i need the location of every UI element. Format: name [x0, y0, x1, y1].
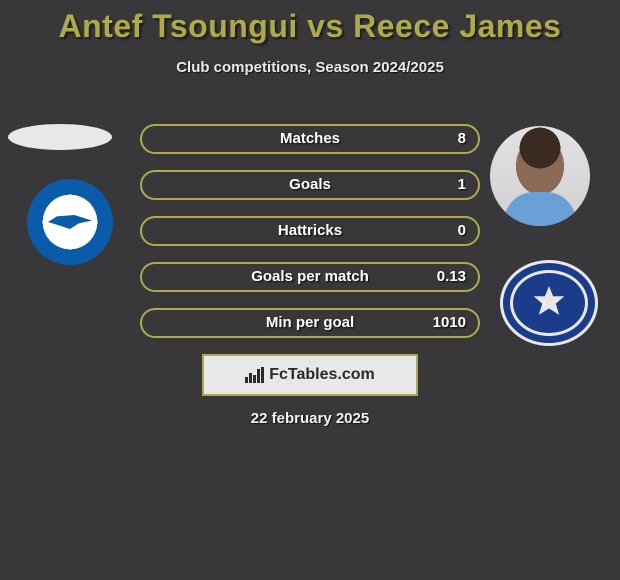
- player2-club-badge: [500, 260, 598, 346]
- stat-row: Hattricks 0: [140, 216, 480, 246]
- stat-label: Hattricks: [142, 218, 478, 244]
- stat-label: Min per goal: [142, 310, 478, 336]
- watermark-text: FcTables.com: [269, 366, 375, 384]
- stat-label: Goals: [142, 172, 478, 198]
- stat-value-p2: 8: [458, 126, 466, 152]
- stat-value-p2: 1010: [433, 310, 466, 336]
- stat-row: Min per goal 1010: [140, 308, 480, 338]
- bar-chart-icon: [245, 367, 265, 383]
- player1-club-badge: [28, 180, 112, 264]
- date-label: 22 february 2025: [0, 410, 620, 427]
- stat-row: Goals 1: [140, 170, 480, 200]
- stat-bars: Matches 8 Goals 1 Hattricks 0 Goals per …: [140, 124, 480, 354]
- stat-value-p2: 0.13: [437, 264, 466, 290]
- stat-row: Goals per match 0.13: [140, 262, 480, 292]
- stat-value-p2: 1: [458, 172, 466, 198]
- page-title: Antef Tsoungui vs Reece James: [0, 0, 620, 45]
- watermark: FcTables.com: [202, 354, 418, 396]
- subtitle: Club competitions, Season 2024/2025: [0, 59, 620, 76]
- player2-photo: [490, 126, 590, 226]
- player1-photo: [8, 124, 112, 150]
- stat-row: Matches 8: [140, 124, 480, 154]
- comparison-card: Antef Tsoungui vs Reece James Club compe…: [0, 0, 620, 580]
- stat-label: Goals per match: [142, 264, 478, 290]
- stat-value-p2: 0: [458, 218, 466, 244]
- stat-label: Matches: [142, 126, 478, 152]
